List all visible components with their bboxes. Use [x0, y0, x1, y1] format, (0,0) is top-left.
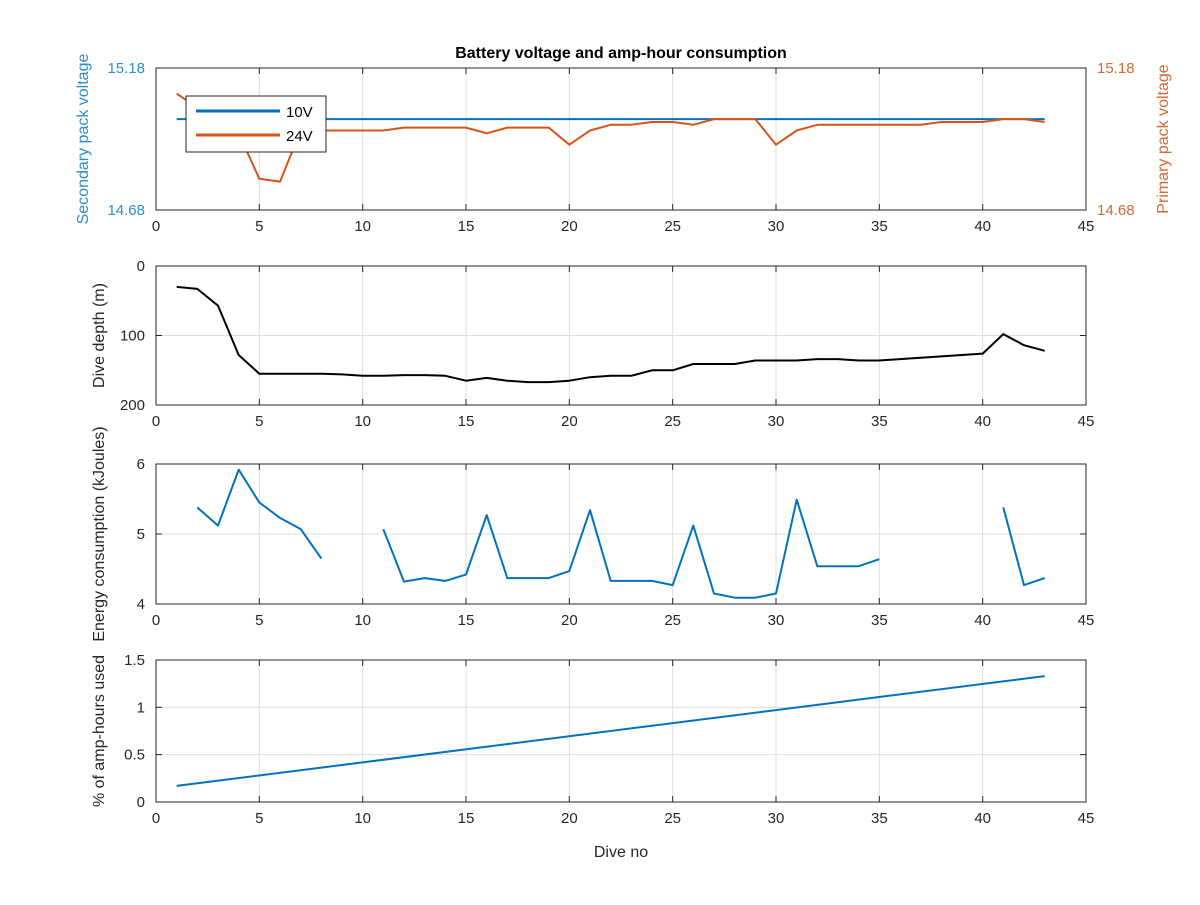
x-tick-label: 40 [974, 612, 991, 629]
x-tick-label: 35 [871, 612, 888, 629]
y-axis-label-amphours: % of amp-hours used [91, 655, 108, 807]
x-tick-label: 30 [768, 612, 785, 629]
x-tick-label: 45 [1078, 810, 1095, 827]
x-tick-label: 20 [561, 612, 578, 629]
legend-label-24V: 24V [286, 128, 313, 145]
x-tick-label: 45 [1078, 218, 1095, 235]
y-axis-label-voltage: Secondary pack voltage [75, 54, 92, 225]
y-right-tick-label: 14.68 [1097, 202, 1135, 219]
plot-area-voltage [155, 67, 1087, 211]
y-axis-label-energy: Energy consumption (kJoules) [91, 426, 108, 641]
x-tick-label: 15 [458, 810, 475, 827]
x-tick-label: 30 [768, 810, 785, 827]
x-tick-label: 0 [152, 413, 160, 430]
y-tick-label: 0 [137, 794, 145, 811]
y-tick-label: 5 [137, 526, 145, 543]
x-tick-label: 35 [871, 413, 888, 430]
y-axis-label-depth: Dive depth (m) [91, 283, 108, 388]
x-tick-label: 15 [458, 612, 475, 629]
x-tick-label: 30 [768, 413, 785, 430]
x-tick-label: 45 [1078, 612, 1095, 629]
legend-box [185, 95, 327, 153]
axes-depth: 0 5 10 15 20 25 30 35 40 45 0 100 200 Dive depth (m) [91, 258, 1094, 430]
y-right-tick-label: 15.18 [1097, 60, 1135, 77]
x-tick-label: 35 [871, 218, 888, 235]
axes-voltage: 0 5 10 15 20 25 30 35 40 4514.6815.1814.6815.18Se… [75, 54, 1172, 235]
x-tick-label: 10 [354, 810, 371, 827]
y-tick-label: 0 [137, 258, 145, 275]
x-tick-label: 5 [255, 413, 263, 430]
x-tick-label: 15 [458, 413, 475, 430]
x-tick-label: 25 [664, 218, 681, 235]
y-tick-label: 14.68 [107, 202, 145, 219]
x-tick-label: 20 [561, 413, 578, 430]
x-tick-label: 25 [664, 612, 681, 629]
series-line-amphours-0 [176, 675, 1045, 787]
x-tick-label: 40 [974, 218, 991, 235]
y-tick-label: 200 [120, 397, 145, 414]
x-tick-label: 5 [255, 810, 263, 827]
y-tick-label: 100 [120, 328, 145, 345]
x-tick-label: 45 [1078, 413, 1095, 430]
x-axis-label-amphours: Dive no [594, 844, 648, 861]
x-tick-label: 0 [152, 218, 160, 235]
x-tick-label: 20 [561, 218, 578, 235]
y-tick-label: 1 [137, 699, 145, 716]
x-tick-label: 40 [974, 413, 991, 430]
legend-label-10V: 10V [286, 104, 313, 121]
y-tick-label: 1.5 [124, 652, 145, 669]
x-tick-label: 20 [561, 810, 578, 827]
y-tick-label: 4 [137, 596, 145, 613]
x-tick-label: 0 [152, 810, 160, 827]
x-tick-label: 5 [255, 612, 263, 629]
x-tick-label: 30 [768, 218, 785, 235]
x-tick-label: 25 [664, 810, 681, 827]
y-tick-label: 6 [137, 456, 145, 473]
y-tick-label: 15.18 [107, 60, 145, 77]
x-tick-label: 40 [974, 810, 991, 827]
series-line-depth-0 [176, 285, 1045, 384]
axes-amphours: 0 5 10 15 20 25 30 35 40 45 0 0.5 1 1.5 % of amp-hours… [91, 652, 1094, 861]
x-tick-label: 25 [664, 413, 681, 430]
x-tick-label: 0 [152, 612, 160, 629]
figure-title: Battery voltage and amp-hour consumption [455, 45, 787, 62]
x-tick-label: 5 [255, 218, 263, 235]
x-tick-label: 10 [354, 612, 371, 629]
x-tick-label: 15 [458, 218, 475, 235]
series-line-energy-0 [196, 468, 1046, 599]
x-tick-label: 10 [354, 413, 371, 430]
plot-area-amphours [155, 659, 1087, 803]
x-tick-label: 10 [354, 218, 371, 235]
y-axis-label-right-voltage: Primary pack voltage [1155, 64, 1172, 213]
x-tick-label: 35 [871, 810, 888, 827]
y-tick-label: 0.5 [124, 747, 145, 764]
